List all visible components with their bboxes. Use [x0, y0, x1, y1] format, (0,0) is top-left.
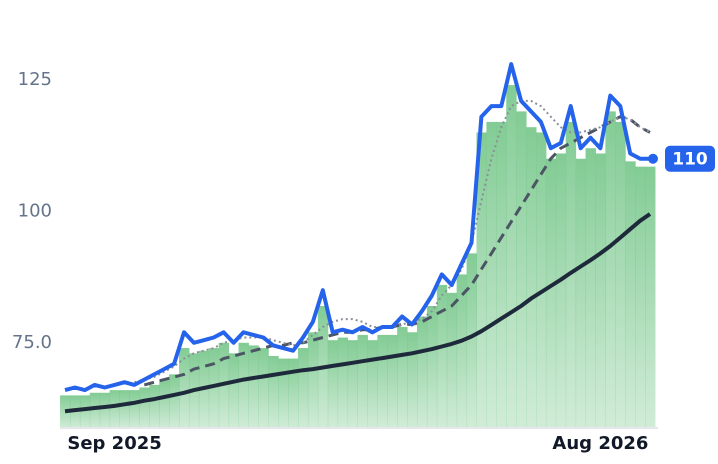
bar — [159, 379, 170, 428]
bar — [298, 348, 309, 428]
bar — [179, 348, 190, 428]
x-tick-label: Sep 2025 — [67, 433, 161, 454]
bar — [99, 392, 111, 428]
bar — [367, 340, 378, 428]
bar — [149, 384, 160, 428]
bar — [307, 332, 319, 428]
bar — [327, 340, 339, 428]
bar — [496, 121, 507, 429]
bar — [357, 334, 368, 428]
bar — [555, 153, 567, 428]
last-point — [648, 153, 658, 164]
bar — [169, 374, 180, 428]
bar — [288, 358, 299, 428]
y-tick-label: 100 — [18, 200, 52, 221]
bar — [506, 85, 517, 428]
y-tick-label: 125 — [18, 69, 52, 90]
y-tick-label: 75.0 — [12, 332, 52, 353]
bar — [268, 355, 279, 428]
bar — [139, 387, 150, 428]
bar — [545, 158, 557, 428]
bar — [228, 353, 240, 428]
bar — [129, 390, 140, 428]
bar — [208, 348, 220, 428]
bar — [595, 153, 606, 428]
bar — [635, 166, 646, 428]
bar — [119, 390, 130, 428]
x-tick-label: Aug 2026 — [552, 433, 648, 454]
bar — [397, 327, 408, 428]
bar — [79, 395, 91, 428]
value-label: 110 — [672, 150, 708, 170]
bar — [238, 342, 249, 428]
bar — [516, 111, 527, 428]
bar — [278, 358, 289, 428]
bar — [347, 340, 358, 428]
bar — [377, 334, 388, 428]
series-line — [64, 62, 650, 393]
bar — [416, 316, 428, 428]
bar — [426, 305, 438, 428]
bar — [387, 334, 398, 428]
bar — [605, 111, 616, 428]
bar — [486, 121, 497, 429]
bar — [476, 132, 487, 428]
series-line — [64, 212, 652, 414]
bar — [446, 292, 458, 428]
bar — [466, 253, 477, 428]
bar — [89, 392, 101, 428]
bar — [337, 337, 349, 428]
bar — [645, 166, 656, 428]
bar — [615, 121, 626, 429]
value-badge — [665, 145, 715, 172]
bar — [109, 390, 121, 428]
bar — [456, 274, 468, 428]
bar — [526, 127, 537, 429]
series-line — [143, 115, 651, 387]
bar — [535, 132, 547, 428]
bar — [407, 332, 418, 428]
bar — [585, 148, 596, 428]
bar — [258, 348, 269, 428]
bar — [575, 158, 587, 428]
bar — [625, 161, 636, 428]
bar — [248, 345, 259, 428]
bar — [436, 284, 448, 428]
